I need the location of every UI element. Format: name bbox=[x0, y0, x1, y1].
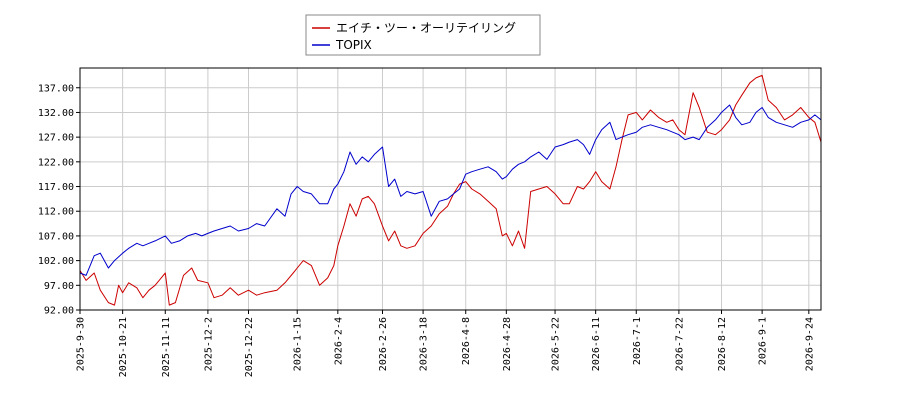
series-line-1 bbox=[79, 74, 822, 306]
series-lines bbox=[79, 74, 822, 306]
y-tick-label: 117.00 bbox=[38, 182, 74, 193]
x-tick-label: 2026-1-15 bbox=[293, 317, 304, 371]
y-tick-label: 137.00 bbox=[38, 83, 74, 94]
series-line-2 bbox=[79, 104, 822, 276]
x-tick-label: 2026-6-11 bbox=[591, 317, 602, 371]
x-tick-label: 2026-8-12 bbox=[717, 317, 728, 371]
x-tick-label: 2025-12-2 bbox=[203, 317, 214, 371]
y-tick-label: 107.00 bbox=[38, 231, 74, 242]
x-tick-label: 2026-5-22 bbox=[551, 317, 562, 371]
plot-frame bbox=[79, 67, 822, 311]
x-tick-label: 2025-11-11 bbox=[161, 317, 172, 377]
x-tick-label: 2026-9-1 bbox=[758, 317, 769, 365]
legend-label-series-2: TOPIX bbox=[335, 38, 372, 52]
y-tick-label: 132.00 bbox=[38, 108, 74, 119]
x-tick-label: 2026-7-22 bbox=[674, 317, 685, 371]
x-tick-label: 2026-3-18 bbox=[419, 317, 430, 371]
legend-label-series-1: エイチ・ツー・オーリテイリング bbox=[336, 21, 516, 35]
x-tick-label: 2026-9-24 bbox=[804, 317, 815, 371]
x-tick-label: 2026-2-26 bbox=[378, 317, 389, 371]
x-tick-label: 2026-4-28 bbox=[502, 317, 513, 371]
x-axis: 2025-9-30 2025-10-21 2025-11-11 2025-12-2 20… bbox=[76, 310, 815, 377]
legend: エイチ・ツー・オーリテイリング TOPIX bbox=[305, 14, 541, 56]
x-tick-label: 2026-2-4 bbox=[333, 317, 344, 365]
x-tick-label: 2026-4-8 bbox=[461, 317, 472, 365]
legend-box bbox=[305, 14, 541, 56]
y-tick-label: 102.00 bbox=[38, 256, 74, 267]
y-tick-label: 97.00 bbox=[44, 281, 74, 292]
y-tick-label: 127.00 bbox=[38, 133, 74, 144]
grid bbox=[79, 68, 821, 311]
x-tick-label: 2026-7-1 bbox=[632, 317, 643, 365]
y-tick-label: 112.00 bbox=[38, 207, 74, 218]
y-axis: 92.00 97.00 102.00 107.00 112.00 117.00 122.00… bbox=[38, 83, 80, 317]
x-tick-label: 2025-10-21 bbox=[118, 317, 129, 377]
x-tick-label: 2025-12-22 bbox=[244, 317, 255, 377]
y-tick-label: 92.00 bbox=[44, 306, 74, 317]
x-tick-label: 2025-9-30 bbox=[76, 317, 87, 371]
y-tick-label: 122.00 bbox=[38, 157, 74, 168]
